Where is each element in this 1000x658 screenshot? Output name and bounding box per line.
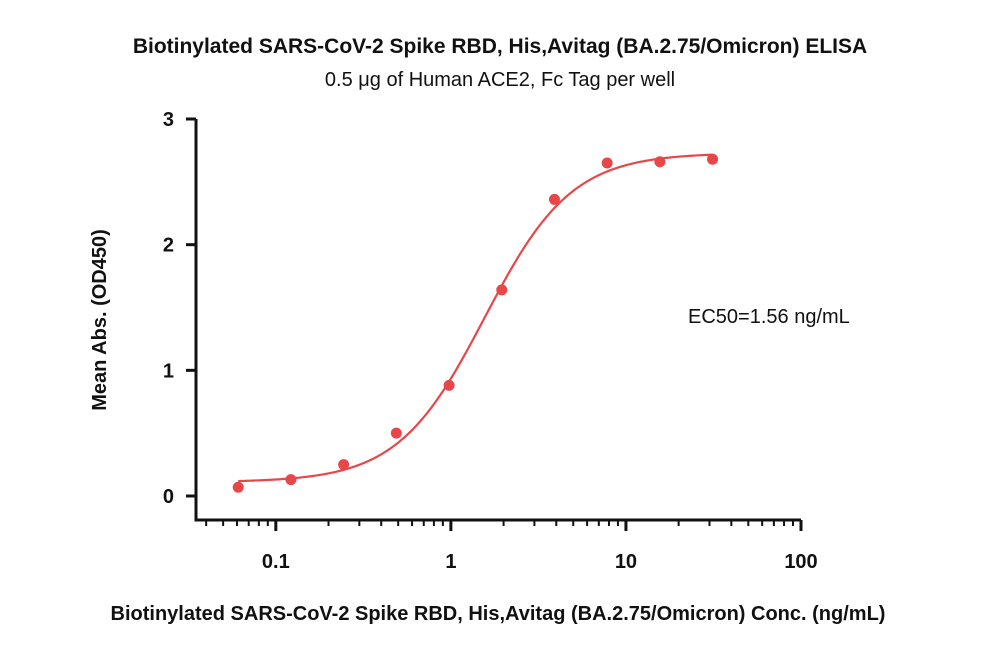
ec50-annotation: EC50=1.56 ng/mL xyxy=(688,306,850,328)
axis-ticks: 0 1 2 3 0.1 1 10 100 xyxy=(163,109,818,573)
data-points xyxy=(232,153,719,493)
x-axis-label: Biotinylated SARS-CoV-2 Spike RBD, His,A… xyxy=(111,603,886,625)
x-tick-label: 100 xyxy=(784,551,817,573)
fit-curve xyxy=(238,153,713,483)
y-axis-label: Mean Abs. (OD450) xyxy=(89,229,111,411)
fit-curve-group xyxy=(238,153,713,483)
data-point xyxy=(707,153,719,165)
data-point xyxy=(338,459,350,471)
data-point xyxy=(548,193,560,205)
x-tick-label: 0.1 xyxy=(262,551,290,573)
data-point xyxy=(601,157,613,169)
data-point xyxy=(390,427,402,439)
data-point xyxy=(443,379,455,391)
y-tick-label: 0 xyxy=(163,486,174,508)
data-point xyxy=(496,284,508,296)
chart-title: Biotinylated SARS-CoV-2 Spike RBD, His,A… xyxy=(133,35,867,58)
y-tick-label: 2 xyxy=(163,235,174,257)
data-point xyxy=(232,481,244,493)
data-point xyxy=(654,156,666,168)
x-tick-label: 10 xyxy=(615,551,637,573)
y-tick-label: 1 xyxy=(163,360,174,382)
data-point xyxy=(285,474,297,486)
axes xyxy=(194,119,801,522)
y-tick-label: 3 xyxy=(163,109,174,131)
x-tick-label: 1 xyxy=(445,551,456,573)
chart-subtitle: 0.5 μg of Human ACE2, Fc Tag per well xyxy=(325,69,675,91)
